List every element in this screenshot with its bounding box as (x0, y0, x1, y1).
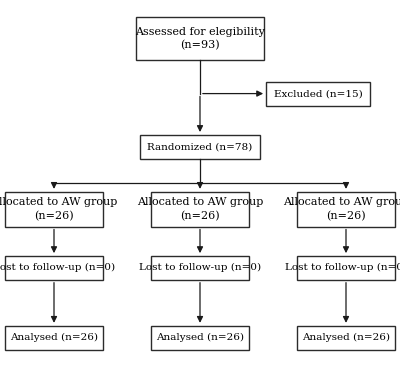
Text: Randomized (n=78): Randomized (n=78) (147, 142, 253, 151)
Text: Allocated to AW group
(n=26): Allocated to AW group (n=26) (137, 197, 263, 221)
FancyBboxPatch shape (151, 256, 249, 280)
FancyBboxPatch shape (297, 256, 395, 280)
Text: Allocated to AW group
(n=26): Allocated to AW group (n=26) (283, 197, 400, 221)
Text: Analysed (n=26): Analysed (n=26) (10, 333, 98, 342)
FancyBboxPatch shape (297, 326, 395, 349)
Text: Lost to follow-up (n=0): Lost to follow-up (n=0) (0, 264, 115, 272)
FancyBboxPatch shape (151, 326, 249, 349)
Text: Analysed (n=26): Analysed (n=26) (302, 333, 390, 342)
Text: Excluded (n=15): Excluded (n=15) (274, 89, 362, 98)
Text: Lost to follow-up (n=0): Lost to follow-up (n=0) (285, 264, 400, 272)
Text: Lost to follow-up (n=0): Lost to follow-up (n=0) (139, 264, 261, 272)
FancyBboxPatch shape (266, 81, 370, 106)
Text: Allocated to AW group
(n=26): Allocated to AW group (n=26) (0, 197, 117, 221)
FancyBboxPatch shape (297, 192, 395, 226)
FancyBboxPatch shape (5, 192, 103, 226)
Text: Assessed for elegibility
(n=93): Assessed for elegibility (n=93) (135, 27, 265, 50)
FancyBboxPatch shape (5, 256, 103, 280)
Text: Analysed (n=26): Analysed (n=26) (156, 333, 244, 342)
FancyBboxPatch shape (136, 18, 264, 59)
FancyBboxPatch shape (5, 326, 103, 349)
FancyBboxPatch shape (151, 192, 249, 226)
FancyBboxPatch shape (140, 135, 260, 159)
